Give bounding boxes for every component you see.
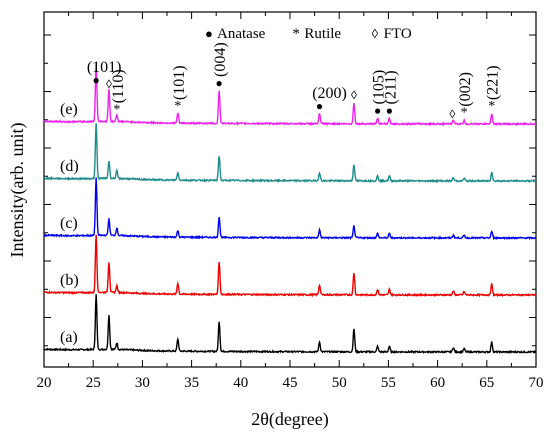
- peak-annotations: ●(101)◊*(110)*(101) ●(004)●(200) ◊●(105)●(…: [87, 42, 502, 121]
- peak-symbol: ●: [216, 76, 223, 90]
- x-tick-label: 45: [283, 375, 298, 391]
- series-line-d: [43, 123, 537, 184]
- legend-symbol: ◊: [372, 26, 379, 41]
- peak-symbol: ●: [386, 104, 393, 118]
- series-label: (b): [60, 272, 79, 289]
- y-axis: [44, 34, 536, 347]
- x-tick-label: 35: [184, 375, 199, 391]
- peak-label: (101): [171, 65, 188, 100]
- x-tick-label: 40: [233, 375, 248, 391]
- peak-symbol: ◊: [351, 88, 357, 102]
- peak-label: (110): [110, 69, 127, 103]
- x-tick-label: 55: [381, 375, 396, 391]
- x-tick-label: 60: [430, 375, 445, 391]
- peak-label: (002): [457, 72, 474, 107]
- legend-symbol: *: [292, 26, 300, 42]
- peak-symbol: ●: [374, 104, 381, 118]
- y-axis-label: Intensity(arb. unit): [7, 123, 28, 258]
- series-label: (d): [60, 158, 79, 175]
- peak-label: (221): [485, 65, 502, 100]
- series-line-c: [43, 177, 537, 241]
- legend-label: FTO: [384, 26, 412, 42]
- series-line-b: [43, 234, 537, 298]
- peak-symbol: *: [488, 99, 495, 114]
- series-line-a: [43, 294, 537, 355]
- peak-label: (004): [212, 42, 229, 77]
- peak-symbol: ◊: [449, 107, 455, 121]
- series-layer: (a) (b) (c) (d) (e): [43, 64, 537, 355]
- peak-symbol: ●: [93, 73, 100, 87]
- x-tick-label: 50: [332, 375, 347, 391]
- peak-symbol: ◊: [106, 77, 112, 91]
- peak-symbol: *: [174, 99, 181, 114]
- legend-label: Rutile: [304, 26, 341, 42]
- series-line-e: [43, 64, 537, 127]
- peak-symbol: ●: [316, 99, 323, 113]
- peak-symbol: *: [461, 106, 468, 121]
- peak-label: (211): [382, 70, 399, 104]
- x-tick-label: 65: [479, 375, 494, 391]
- x-tick-label: 25: [86, 375, 101, 391]
- peak-symbol: *: [113, 102, 120, 117]
- series-label: (e): [60, 101, 78, 118]
- x-axis-label: 2θ(degree): [251, 409, 329, 430]
- x-tick-label: 70: [529, 375, 544, 391]
- x-axis: 20 25 30 35 40 45 50 55 60 65 70: [37, 12, 544, 391]
- legend: ● Anatase * Rutile ◊ FTO: [205, 26, 412, 42]
- series-label: (a): [60, 329, 78, 346]
- peak-label: (200): [312, 85, 347, 102]
- peak-label: (105): [371, 70, 388, 105]
- x-tick-label: 30: [135, 375, 150, 391]
- x-tick-label: 20: [37, 375, 52, 391]
- legend-label: Anatase: [217, 26, 266, 42]
- peak-label: (101): [87, 59, 122, 76]
- legend-symbol: ●: [205, 26, 213, 41]
- series-label: (c): [60, 215, 78, 232]
